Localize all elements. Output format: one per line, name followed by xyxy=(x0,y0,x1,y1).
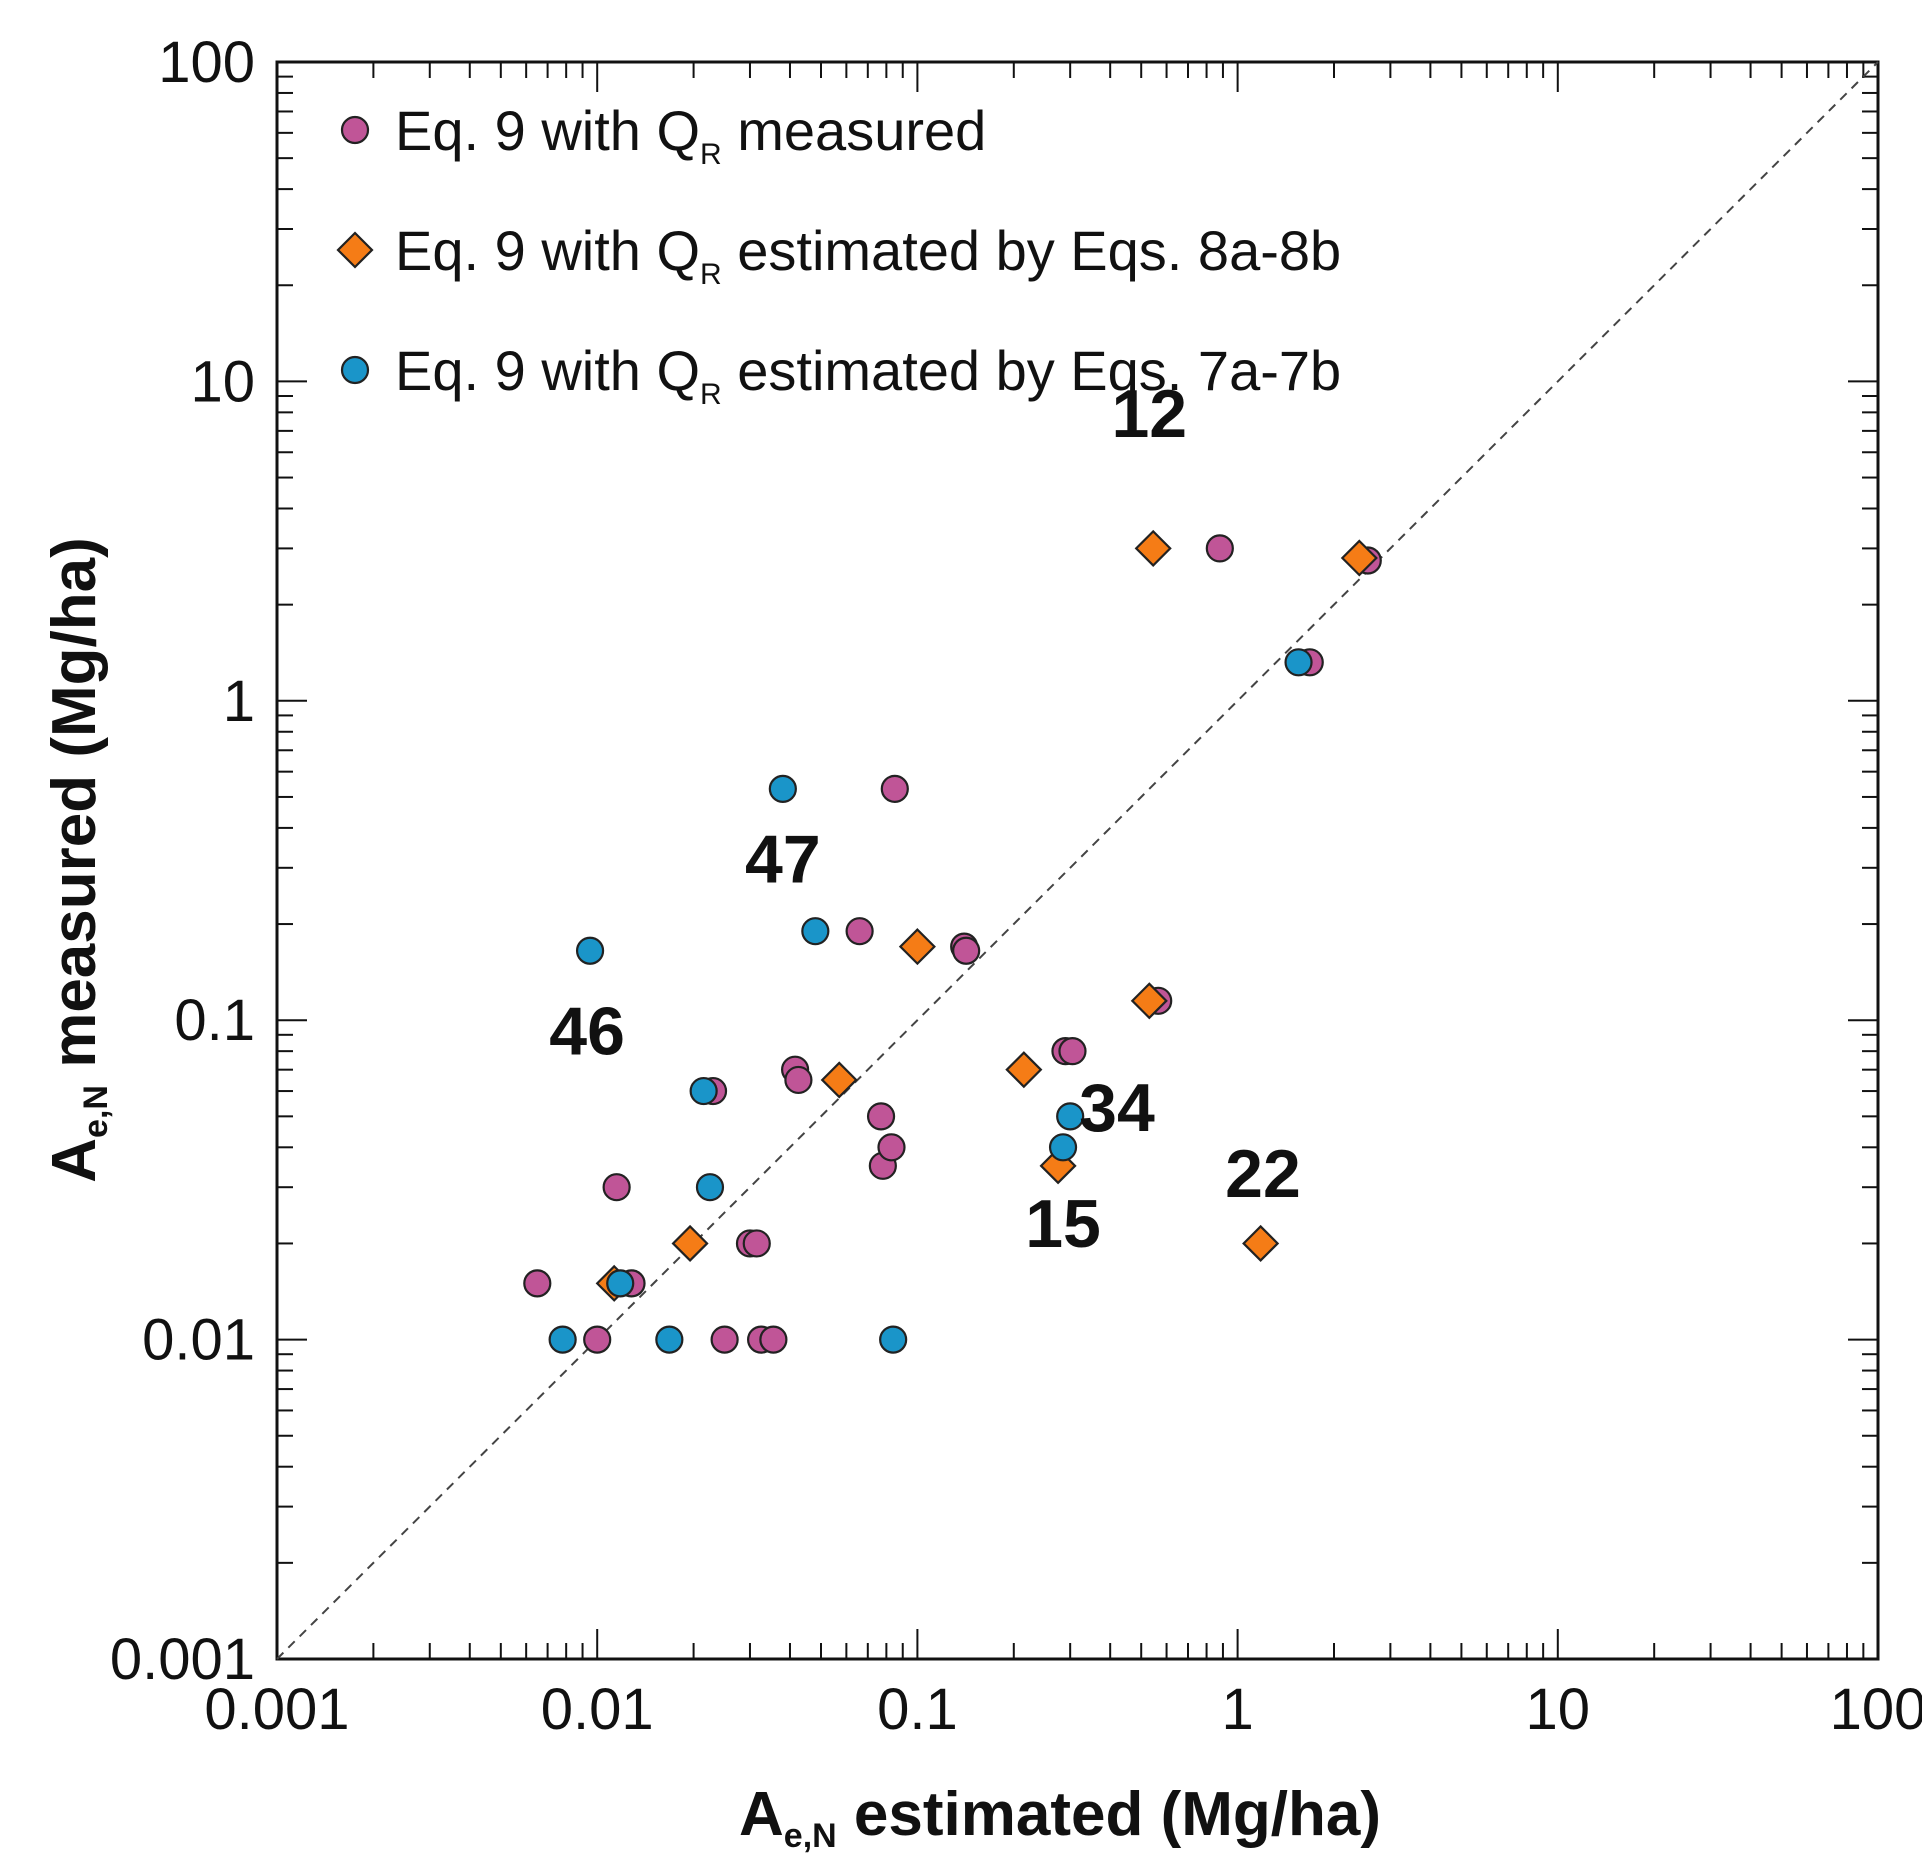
measured-point xyxy=(1058,1037,1087,1066)
y-axis-title-sub: e,N xyxy=(77,1085,115,1138)
eqs7-point xyxy=(575,936,605,965)
measured-point xyxy=(602,1173,631,1202)
y-tick-label: 10 xyxy=(190,349,255,414)
x-axis-title-main: A xyxy=(739,1780,784,1849)
point-label: 46 xyxy=(549,994,625,1070)
x-tick-label: 100 xyxy=(1830,1677,1922,1742)
legend-label-subscript: R xyxy=(700,258,722,291)
measured-point xyxy=(583,1325,612,1354)
legend-label-suffix: measured xyxy=(722,99,987,162)
measured-point xyxy=(866,1102,896,1131)
eqs7-point xyxy=(1284,648,1313,677)
point-label: 22 xyxy=(1225,1136,1301,1212)
eqs7-point xyxy=(1056,1102,1085,1131)
legend-marker xyxy=(340,355,370,385)
legend-label-suffix: estimated by Eqs. 8a-8b xyxy=(722,219,1341,282)
x-axis-title-rest: estimated (Mg/ha) xyxy=(837,1780,1381,1849)
point-label: 15 xyxy=(1025,1186,1101,1262)
eqs8-point xyxy=(820,1061,858,1099)
eqs7-point xyxy=(655,1325,684,1354)
eqs7-point xyxy=(548,1325,577,1354)
measured-point xyxy=(523,1269,552,1298)
eqs8-point xyxy=(671,1224,709,1263)
eqs8-point xyxy=(1242,1224,1280,1263)
one-to-one-line xyxy=(276,61,1879,1660)
series-eqs8 xyxy=(595,529,1378,1302)
plot-frame xyxy=(275,60,1880,1661)
x-tick-labels: 0.001 0.01 0.1 1 10 100 xyxy=(204,1677,1922,1742)
eqs7-point xyxy=(606,1269,635,1298)
eqs7-point xyxy=(695,1173,725,1202)
y-tick-label: 0.1 xyxy=(174,988,255,1053)
legend-marker xyxy=(336,231,374,269)
eqs7-point xyxy=(768,774,797,803)
legend-item-eqs8: Eq. 9 with QR estimated by Eqs. 8a-8b xyxy=(336,219,1341,291)
legend-label: Eq. 9 with QR measured xyxy=(395,99,986,171)
measured-point xyxy=(845,917,874,946)
series-measured xyxy=(523,534,1382,1354)
legend-item-measured: Eq. 9 with QR measured xyxy=(340,99,986,171)
x-tick-label: 1 xyxy=(1221,1677,1253,1742)
measured-point xyxy=(880,774,909,803)
x-axis-title: Ae,N estimated (Mg/ha) xyxy=(739,1780,1381,1855)
axis-ticks xyxy=(276,62,1878,1660)
point-label: 12 xyxy=(1111,376,1187,452)
x-axis-title-sub: e,N xyxy=(784,1817,837,1855)
legend-label-suffix: estimated by Eqs. 7a-7b xyxy=(722,339,1341,402)
x-tick-label: 0.1 xyxy=(877,1677,958,1742)
legend-label: Eq. 9 with QR estimated by Eqs. 7a-7b xyxy=(395,339,1341,411)
legend-label-subscript: R xyxy=(700,138,722,171)
eqs8-point xyxy=(1005,1051,1043,1089)
legend-label: Eq. 9 with QR estimated by Eqs. 8a-8b xyxy=(395,219,1341,291)
y-axis-title-rest: measured (Mg/ha) xyxy=(40,537,109,1085)
legend-label-text: Eq. 9 with Q xyxy=(395,339,700,402)
eqs7-point xyxy=(801,917,830,946)
measured-point xyxy=(759,1325,788,1354)
y-tick-label: 100 xyxy=(158,30,255,95)
y-tick-label: 0.001 xyxy=(110,1627,255,1692)
eqs8-point xyxy=(1340,539,1378,577)
legend-item-eqs7: Eq. 9 with QR estimated by Eqs. 7a-7b xyxy=(340,339,1341,411)
y-tick-labels: 0.001 0.01 0.1 1 10 100 xyxy=(110,30,255,1692)
eqs7-point xyxy=(879,1325,908,1354)
eqs7-point xyxy=(689,1076,718,1106)
eqs8-point xyxy=(898,928,936,966)
legend-label-text: Eq. 9 with Q xyxy=(395,99,700,162)
legend-marker xyxy=(340,115,370,145)
legend-label-text: Eq. 9 with Q xyxy=(395,219,700,282)
eqs8-point xyxy=(1134,529,1172,567)
measured-point xyxy=(742,1229,771,1258)
measured-point xyxy=(784,1065,813,1095)
data-points xyxy=(523,529,1382,1354)
measured-point xyxy=(952,936,981,965)
point-label: 34 xyxy=(1079,1070,1155,1146)
legend-label-subscript: R xyxy=(700,378,722,411)
y-axis-title-main: A xyxy=(40,1138,109,1183)
y-axis-title: Ae,N measured (Mg/ha) xyxy=(40,537,115,1182)
series-eqs7 xyxy=(548,648,1313,1354)
measured-point xyxy=(877,1133,906,1162)
point-annotations: 12 47 46 34 22 15 xyxy=(549,376,1300,1262)
y-tick-label: 0.01 xyxy=(142,1308,255,1373)
point-label: 47 xyxy=(745,821,821,897)
measured-point xyxy=(1205,534,1234,563)
y-tick-label: 1 xyxy=(223,669,255,734)
eqs8-point xyxy=(1130,982,1168,1020)
eqs7-point xyxy=(1048,1133,1078,1162)
measured-point xyxy=(710,1325,739,1354)
x-tick-label: 10 xyxy=(1526,1677,1591,1742)
x-tick-label: 0.001 xyxy=(204,1677,349,1742)
x-tick-label: 0.01 xyxy=(541,1677,654,1742)
